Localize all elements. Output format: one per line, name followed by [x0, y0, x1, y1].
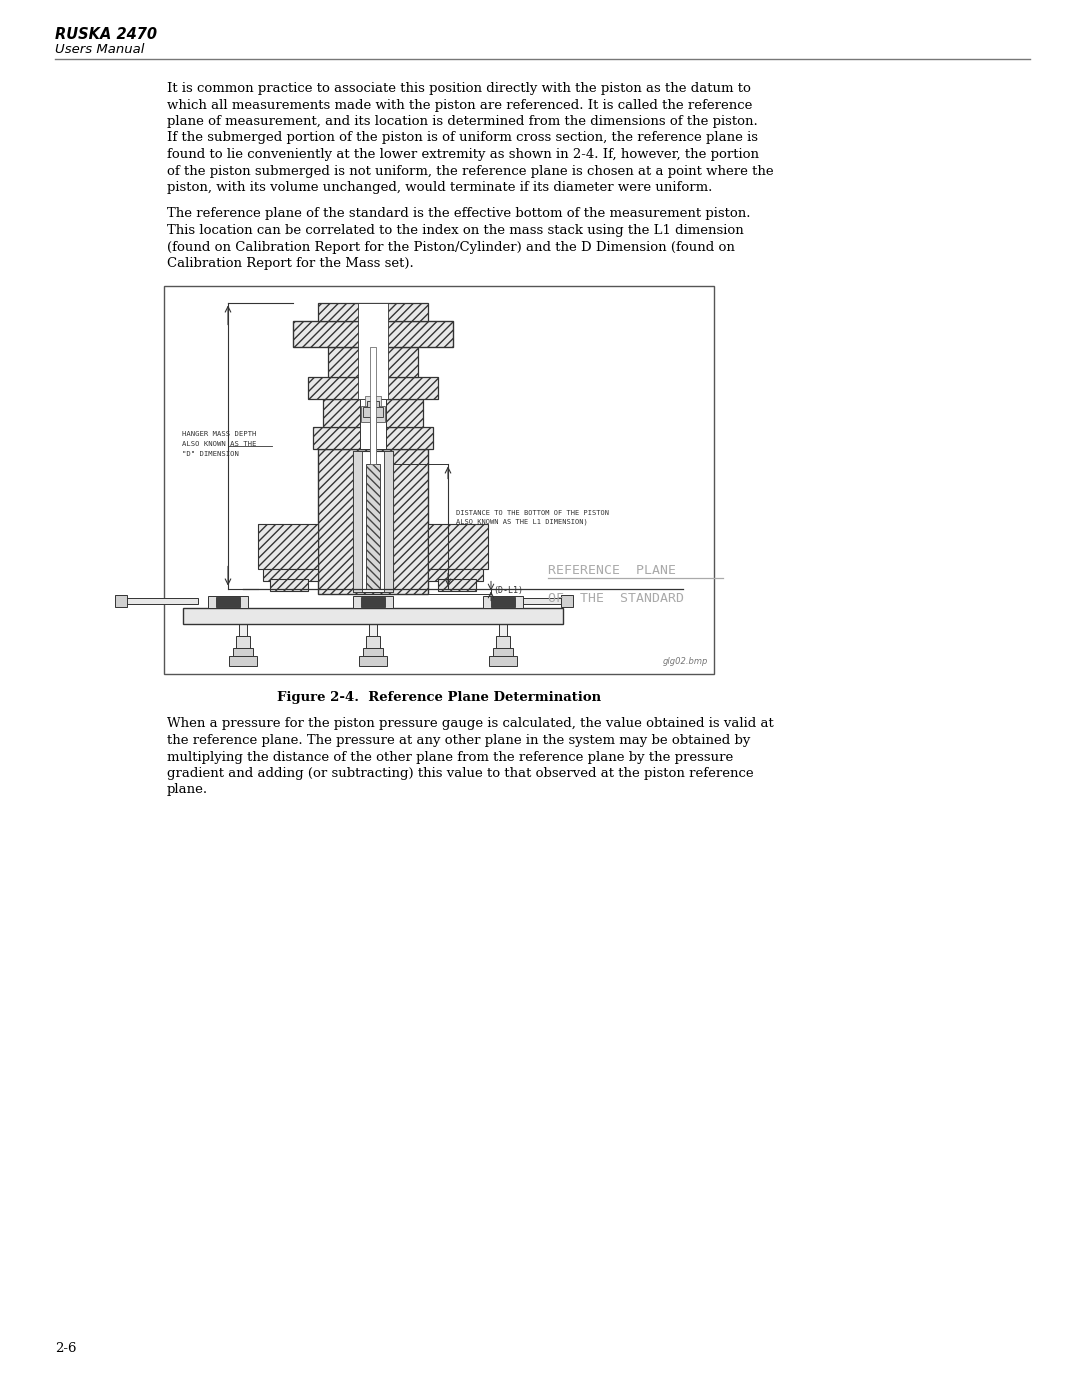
Bar: [363, 407, 383, 416]
Text: REFERENCE  PLANE: REFERENCE PLANE: [548, 563, 676, 577]
Bar: [496, 636, 510, 647]
Bar: [359, 655, 387, 665]
Bar: [499, 623, 507, 636]
Bar: [366, 636, 380, 647]
Text: the reference plane. The pressure at any other plane in the system may be obtain: the reference plane. The pressure at any…: [167, 733, 751, 747]
Text: RUSKA 2470: RUSKA 2470: [55, 27, 157, 42]
Bar: [357, 303, 388, 398]
Bar: [367, 401, 379, 407]
Bar: [318, 448, 428, 594]
Text: plane of measurement, and its location is determined from the dimensions of the : plane of measurement, and its location i…: [167, 115, 758, 129]
Bar: [123, 598, 198, 604]
Text: 2-6: 2-6: [55, 1343, 77, 1355]
Bar: [370, 346, 376, 464]
Bar: [492, 647, 513, 655]
Text: Calibration Report for the Mass set).: Calibration Report for the Mass set).: [167, 257, 414, 270]
Bar: [323, 398, 423, 426]
Text: plane.: plane.: [167, 784, 208, 796]
Text: ALSO KNOWN AS THE: ALSO KNOWN AS THE: [183, 441, 256, 447]
Bar: [328, 346, 418, 377]
Text: (found on Calibration Report for the Piston/Cylinder) and the D Dimension (found: (found on Calibration Report for the Pis…: [167, 240, 734, 253]
Bar: [216, 597, 240, 606]
Bar: [353, 595, 393, 608]
Bar: [237, 636, 249, 647]
Bar: [313, 426, 433, 448]
Bar: [489, 655, 517, 665]
Text: gradient and adding (or subtracting) this value to that observed at the piston r: gradient and adding (or subtracting) thi…: [167, 767, 754, 780]
Text: piston, with its volume unchanged, would terminate if its diameter were uniform.: piston, with its volume unchanged, would…: [167, 182, 713, 194]
Text: If the submerged portion of the piston is of uniform cross section, the referenc: If the submerged portion of the piston i…: [167, 131, 758, 144]
Text: multiplying the distance of the other plane from the reference plane by the pres: multiplying the distance of the other pl…: [167, 750, 733, 764]
Text: This location can be correlated to the index on the mass stack using the L1 dime: This location can be correlated to the i…: [167, 224, 744, 237]
Bar: [114, 595, 127, 606]
Bar: [428, 569, 483, 581]
Bar: [258, 524, 318, 569]
Bar: [308, 377, 438, 398]
Bar: [428, 524, 488, 569]
Bar: [353, 450, 393, 591]
Bar: [360, 398, 386, 448]
Bar: [483, 595, 523, 608]
Bar: [229, 655, 257, 665]
Bar: [270, 578, 308, 591]
Bar: [523, 598, 563, 604]
Bar: [318, 303, 428, 320]
Bar: [183, 608, 563, 623]
Text: which all measurements made with the piston are referenced. It is called the ref: which all measurements made with the pis…: [167, 99, 753, 112]
Text: glg02.bmp: glg02.bmp: [663, 657, 708, 665]
Bar: [384, 450, 393, 591]
Bar: [438, 578, 476, 591]
Bar: [264, 569, 318, 581]
Bar: [233, 647, 253, 655]
Text: HANGER MASS DEPTH: HANGER MASS DEPTH: [183, 432, 256, 437]
Text: Users Manual: Users Manual: [55, 43, 145, 56]
Bar: [353, 450, 362, 591]
Text: "D" DIMENSION: "D" DIMENSION: [183, 451, 239, 457]
Text: DISTANCE TO THE BOTTOM OF THE PISTON: DISTANCE TO THE BOTTOM OF THE PISTON: [456, 510, 609, 515]
Bar: [361, 405, 384, 422]
Bar: [208, 595, 248, 608]
Text: (D-L1): (D-L1): [492, 587, 523, 595]
Text: OF  THE  STANDARD: OF THE STANDARD: [548, 591, 684, 605]
Bar: [366, 464, 380, 588]
Text: When a pressure for the piston pressure gauge is calculated, the value obtained : When a pressure for the piston pressure …: [167, 718, 773, 731]
Bar: [491, 597, 515, 606]
Bar: [293, 320, 453, 346]
Bar: [561, 595, 573, 606]
Text: It is common practice to associate this position directly with the piston as the: It is common practice to associate this …: [167, 82, 751, 95]
Text: found to lie conveniently at the lower extremity as shown in 2-4. If, however, t: found to lie conveniently at the lower e…: [167, 148, 759, 161]
Text: ALSO KNOWN AS THE L1 DIMENSION): ALSO KNOWN AS THE L1 DIMENSION): [456, 518, 588, 525]
Bar: [361, 597, 384, 606]
Bar: [370, 408, 376, 464]
Bar: [363, 647, 383, 655]
Bar: [239, 623, 247, 636]
Text: of the piston submerged is not uniform, the reference plane is chosen at a point: of the piston submerged is not uniform, …: [167, 165, 773, 177]
Text: The reference plane of the standard is the effective bottom of the measurement p: The reference plane of the standard is t…: [167, 208, 751, 221]
Bar: [365, 395, 381, 405]
Bar: [369, 623, 377, 636]
Text: Figure 2-4.  Reference Plane Determination: Figure 2-4. Reference Plane Determinatio…: [276, 692, 602, 704]
Bar: [164, 285, 714, 673]
